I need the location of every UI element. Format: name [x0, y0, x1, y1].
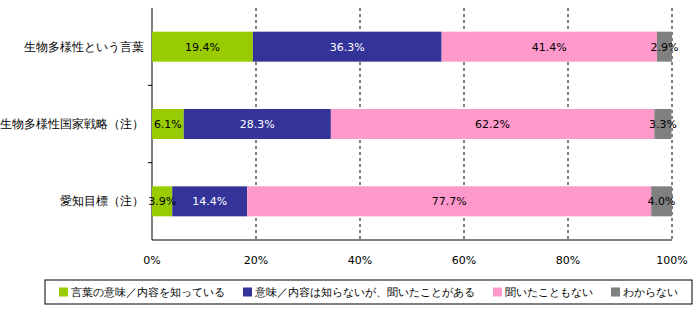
data-label: 41.4% — [532, 41, 567, 54]
data-label: 19.4% — [185, 41, 220, 54]
data-label: 14.4% — [192, 195, 227, 208]
data-label: 3.9% — [148, 195, 176, 208]
bar — [253, 32, 442, 62]
bar — [152, 109, 184, 139]
data-label: 3.3% — [649, 118, 677, 131]
bar — [184, 109, 331, 139]
legend-box — [45, 280, 692, 304]
data-label: 62.2% — [475, 118, 510, 131]
axis-tick — [148, 85, 152, 86]
axis-tick — [148, 162, 152, 163]
bar — [152, 32, 253, 62]
chart: 0% 20% 40% 60% 80% 100% 19.4% 36.3% 41.4% 2.9% 6.1… — [0, 0, 699, 325]
tick-label: 20% — [244, 254, 268, 267]
legend-swatch — [59, 288, 68, 297]
data-label: 6.1% — [154, 118, 182, 131]
bar — [442, 32, 657, 62]
data-label: 4.0% — [648, 195, 676, 208]
legend-swatch — [493, 288, 502, 297]
category-label: 生物多様性という言葉 — [24, 40, 144, 54]
legend: 言葉の意味／内容を知っている 意味／内容は知らないが、聞いたことがある 聞いたことも… — [45, 280, 692, 304]
data-label: 28.3% — [240, 118, 275, 131]
axis-line — [152, 240, 672, 241]
bar — [247, 186, 651, 216]
legend-swatch — [611, 288, 620, 297]
legend-label: 聞いたこともない — [505, 286, 593, 299]
bar — [331, 109, 654, 139]
legend-label: 言葉の意味／内容を知っている — [71, 286, 225, 299]
data-labels: 19.4% 36.3% 41.4% 2.9% 6.1% 28.3% 62.2% 3.3% 3.9… — [148, 41, 678, 209]
data-label: 77.7% — [432, 195, 467, 208]
data-label: 2.9% — [650, 41, 678, 54]
legend-label: 意味／内容は知らないが、聞いたことがある — [254, 286, 475, 299]
legend-swatch — [243, 288, 252, 297]
tick-label: 40% — [348, 254, 372, 267]
category-label: 生物多様性国家戦略（注） — [0, 117, 144, 131]
bars — [152, 32, 672, 217]
tick-label: 0% — [143, 254, 160, 267]
category-label: 愛知目標（注） — [60, 194, 144, 208]
tick-label: 100% — [656, 254, 687, 267]
data-label: 36.3% — [330, 41, 365, 54]
tick-label: 80% — [556, 254, 580, 267]
tick-label: 60% — [452, 254, 476, 267]
legend-label: わからない — [623, 286, 678, 299]
bar — [172, 186, 247, 216]
